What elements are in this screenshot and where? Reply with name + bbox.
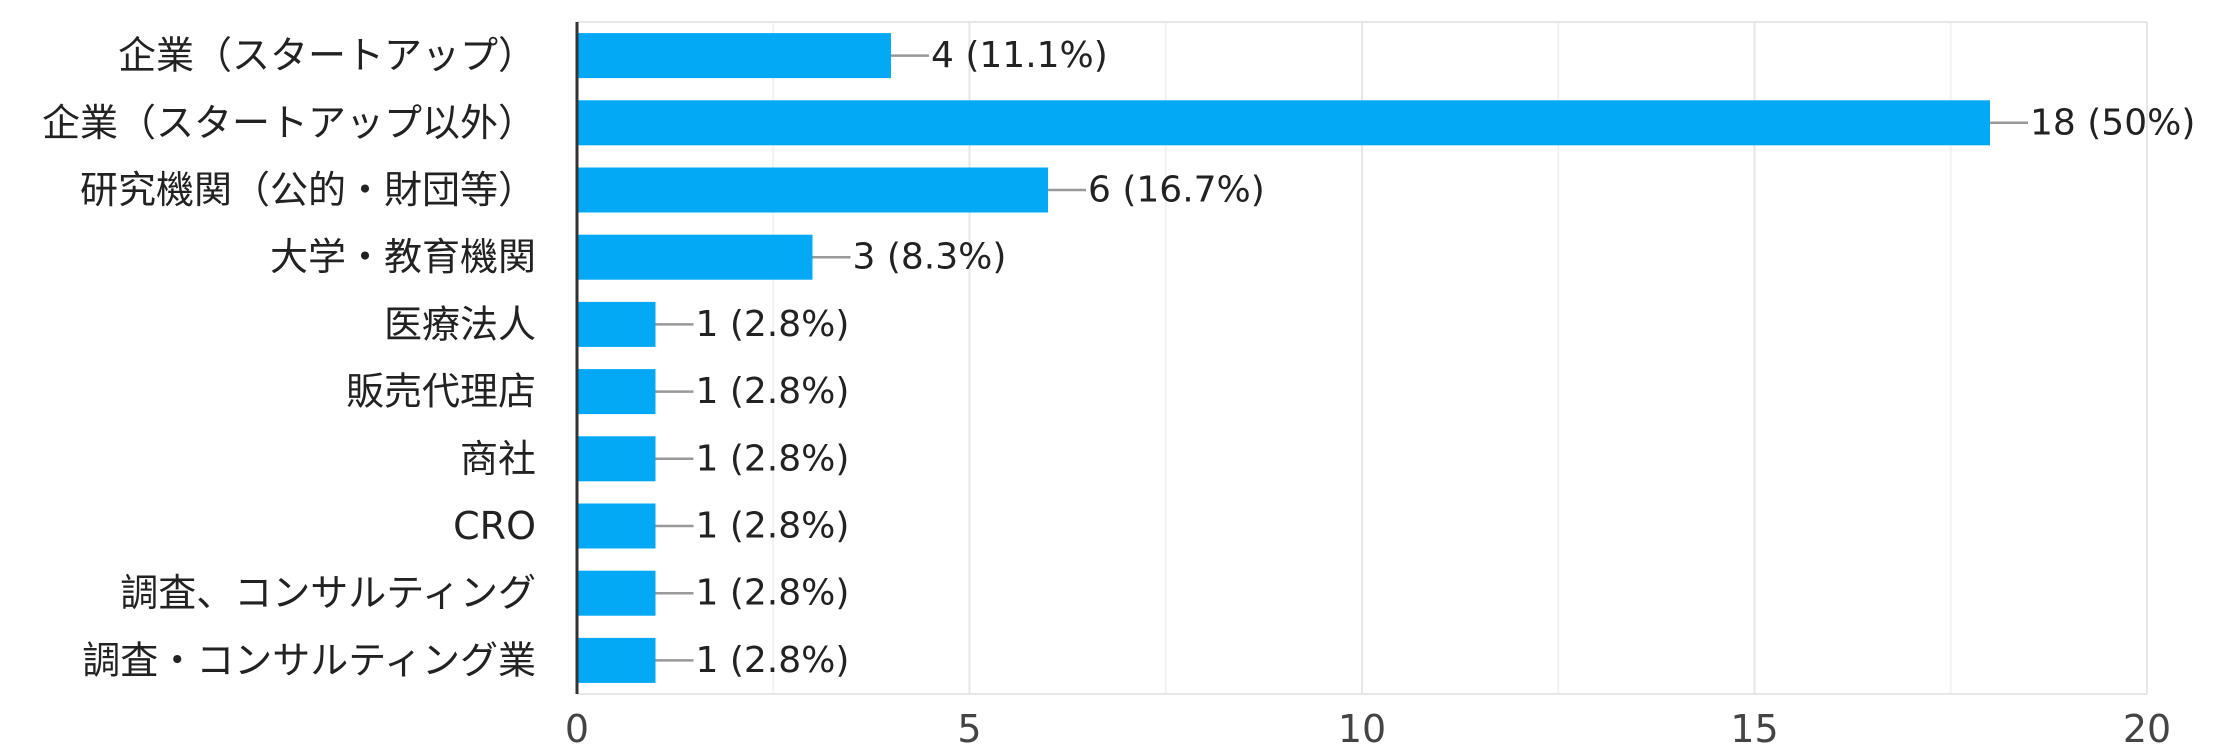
data-label: 1 (2.8%) (696, 506, 850, 547)
data-labels: 4 (11.1%)18 (50%)6 (16.7%)3 (8.3%)1 (2.8… (696, 35, 2196, 681)
data-label: 6 (16.7%) (1088, 170, 1265, 211)
x-tick-label: 20 (2123, 707, 2171, 751)
data-label: 1 (2.8%) (696, 573, 850, 614)
x-tick-label: 0 (565, 707, 589, 751)
bar (577, 436, 656, 482)
data-label: 1 (2.8%) (696, 640, 850, 681)
category-label: 販売代理店 (346, 370, 536, 414)
x-axis-tick-labels: 0 5 10 15 20 (565, 707, 2171, 751)
bar (577, 167, 1048, 213)
bar (577, 301, 656, 347)
bar (577, 570, 656, 616)
category-labels: 企業（スタートアップ） 企業（スタートアップ以外） 研究機関（公的・財団等） 大学・教… (42, 34, 536, 683)
data-label: 1 (2.8%) (696, 371, 850, 412)
data-label: 4 (11.1%) (931, 35, 1108, 76)
category-label: 研究機関（公的・財団等） (80, 168, 536, 212)
data-label: 18 (50%) (2030, 102, 2195, 143)
bar (577, 33, 891, 79)
x-tick-label: 10 (1338, 707, 1386, 751)
category-label: 企業（スタートアップ） (118, 34, 536, 78)
x-tick-label: 15 (1730, 707, 1778, 751)
bar (577, 637, 656, 683)
bar (577, 503, 656, 549)
x-tick-label: 5 (957, 707, 981, 751)
category-label: 商社 (460, 437, 536, 481)
category-label: 医療法人 (384, 302, 536, 346)
data-label: 3 (8.3%) (853, 237, 1007, 278)
bars (577, 33, 1990, 683)
bar (577, 100, 1990, 146)
leader-lines (655, 54, 2028, 662)
category-label: 企業（スタートアップ以外） (42, 101, 536, 145)
bar (577, 369, 656, 415)
category-label: 大学・教育機関 (270, 235, 536, 279)
category-label: 調査、コンサルティング (120, 571, 536, 615)
data-label: 1 (2.8%) (696, 304, 850, 345)
category-label: 調査・コンサルティング業 (82, 638, 536, 682)
data-label: 1 (2.8%) (696, 438, 850, 479)
category-label: CRO (453, 504, 536, 548)
bar (577, 234, 813, 280)
